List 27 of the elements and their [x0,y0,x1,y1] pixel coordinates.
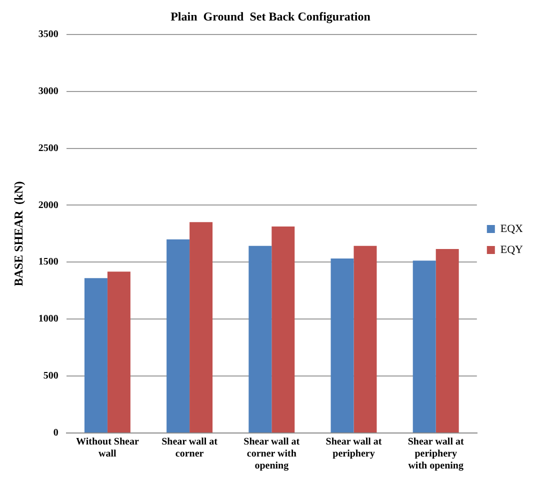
bar [272,226,295,432]
y-axis-title: BASE SHEAR (kN) [11,181,26,286]
y-tick-label: 2500 [38,142,58,154]
bar [248,246,272,432]
y-tick-label: 0 [53,428,58,439]
x-tick-label: Without Shear wall [76,436,140,460]
legend-label: EQX [500,222,524,235]
x-tick-label: Shear wall at corner with opening [244,436,300,472]
x-tick-label: Shear wall at periphery [326,436,382,460]
y-tick-label: 3000 [38,86,58,97]
x-tick-label: Shear wall at corner [162,436,218,460]
y-tick-label: 500 [43,370,58,382]
bar [354,246,377,432]
bar [190,222,213,432]
bar [436,248,459,432]
legend-label: EQY [500,244,524,256]
bar [330,258,354,432]
bar [166,239,190,432]
bar [107,272,130,432]
x-tick-label: Shear wall at periphery with opening [408,436,464,472]
bar [84,278,108,432]
y-tick-label: 1500 [38,256,58,268]
chart-title: Plain Ground Set Back Configuration [170,9,371,24]
bar [412,260,436,432]
y-tick-label: 2000 [38,200,58,211]
y-tick-label: 3500 [38,28,58,40]
y-tick-label: 1000 [38,314,58,325]
